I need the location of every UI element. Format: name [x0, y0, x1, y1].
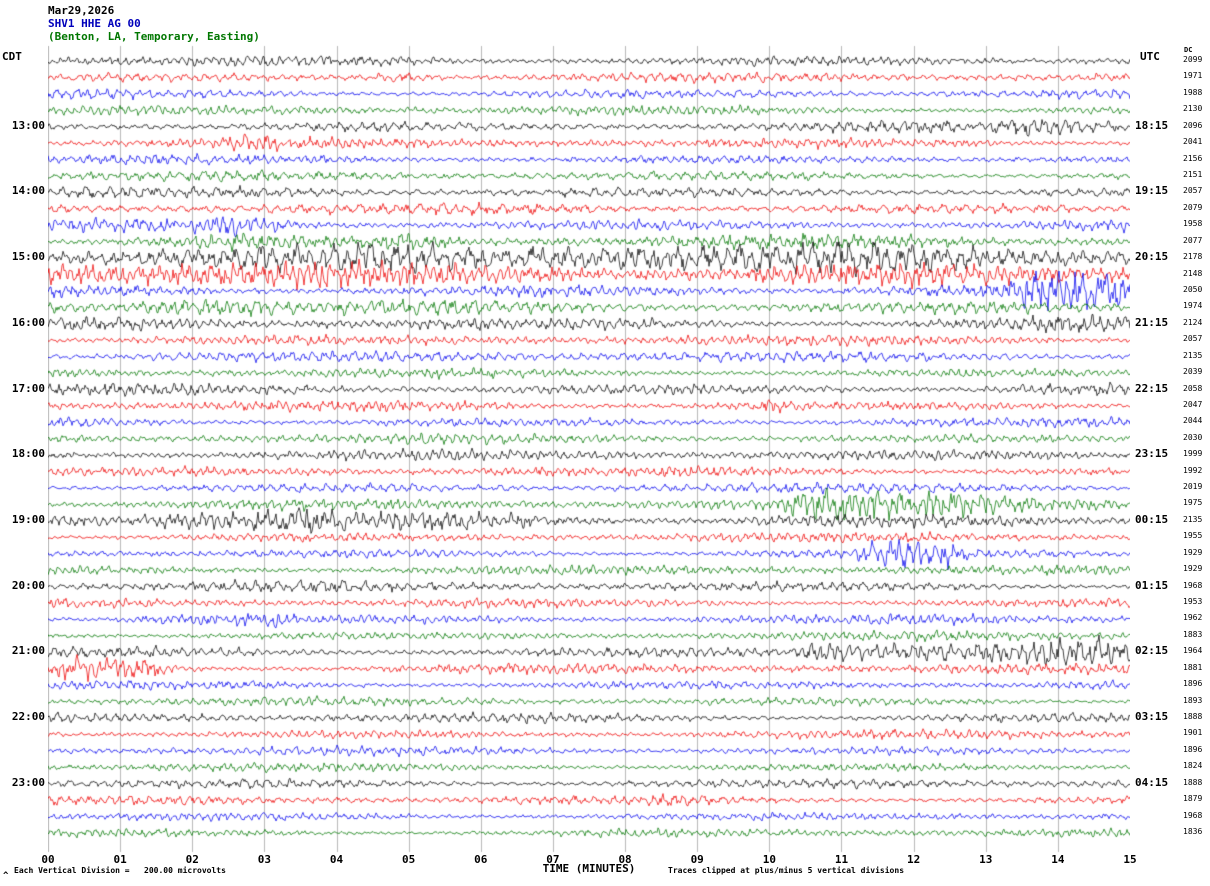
dc-value: 1888: [1183, 777, 1203, 787]
dc-value: 1929: [1183, 564, 1203, 574]
x-tick-label: 06: [474, 853, 488, 866]
right-time-label: 18:15: [1135, 118, 1169, 132]
x-tick-label: 15: [1123, 853, 1137, 866]
x-tick-label: 05: [402, 853, 416, 866]
dc-value: 2156: [1183, 153, 1203, 163]
x-axis-title: TIME (MINUTES): [542, 862, 636, 875]
dc-value: 1955: [1183, 531, 1203, 541]
x-tick-label: 13: [979, 853, 993, 866]
dc-value: 1971: [1183, 71, 1203, 81]
dc-value: 2019: [1183, 482, 1203, 492]
dc-column-label: DC: [1184, 46, 1193, 54]
dc-value: 1974: [1183, 301, 1203, 311]
dc-value: 2151: [1183, 169, 1203, 179]
right-time-label: 02:15: [1135, 644, 1169, 658]
right-time-label: 20:15: [1135, 250, 1169, 264]
dc-value: 2130: [1183, 104, 1203, 114]
left-time-label: 19:00: [11, 512, 45, 526]
dc-value: 2135: [1183, 514, 1203, 524]
left-time-label: 13:00: [11, 118, 45, 132]
dc-value: 2047: [1183, 399, 1203, 409]
dc-value: 2050: [1183, 284, 1203, 294]
x-tick-label: 07: [546, 853, 560, 866]
dc-value: 2041: [1183, 137, 1203, 147]
dc-value: 2058: [1183, 383, 1203, 393]
dc-value: 2039: [1183, 367, 1203, 377]
right-timezone-label: UTC: [1140, 50, 1160, 63]
right-time-label: 22:15: [1135, 381, 1169, 395]
dc-value: 1896: [1183, 744, 1203, 754]
dc-value: 2096: [1183, 120, 1203, 130]
x-tick-label: 08: [618, 853, 632, 866]
seismogram-canvas: [48, 44, 1130, 856]
dc-value: 1953: [1183, 597, 1203, 607]
dc-value: 1879: [1183, 794, 1203, 804]
dc-value: 2099: [1183, 55, 1203, 64]
dc-value: 1896: [1183, 679, 1203, 689]
left-time-label: 20:00: [11, 578, 45, 592]
dc-value: 2124: [1183, 317, 1203, 327]
x-tick-label: 14: [1051, 853, 1065, 866]
date-label: Mar29,2026: [48, 4, 115, 17]
left-time-label: 14:00: [11, 184, 45, 198]
x-tick-label: 11: [834, 853, 849, 866]
dc-value: 2148: [1183, 268, 1203, 278]
x-tick-label: 09: [690, 853, 704, 866]
dc-value: 1901: [1183, 728, 1203, 738]
location-label: (Benton, LA, Temporary, Easting): [48, 30, 260, 43]
left-time-label: 23:00: [11, 775, 45, 789]
dc-value: 1988: [1183, 87, 1203, 97]
left-time-label: 18:00: [11, 447, 45, 461]
dc-value: 2030: [1183, 432, 1203, 442]
right-time-label: 01:15: [1135, 578, 1169, 592]
x-tick-label: 00: [41, 853, 55, 866]
dc-value: 1883: [1183, 629, 1203, 639]
dc-value: 1999: [1183, 449, 1203, 459]
clip-note: Traces clipped at plus/minus 5 vertical …: [668, 866, 905, 875]
dc-value: 1992: [1183, 465, 1203, 475]
dc-value: 2057: [1183, 334, 1203, 344]
dc-value: 2044: [1183, 416, 1203, 426]
x-tick-label: 01: [113, 853, 127, 866]
x-tick-label: 03: [257, 853, 272, 866]
left-time-label: 17:00: [11, 381, 45, 395]
dc-value: 2178: [1183, 252, 1203, 262]
right-time-label: 19:15: [1135, 184, 1169, 198]
dc-value: 1958: [1183, 219, 1203, 229]
x-tick-label: 10: [762, 853, 776, 866]
dc-value: 1968: [1183, 580, 1203, 590]
dc-value: 2077: [1183, 235, 1203, 245]
x-tick-label: 02: [185, 853, 199, 866]
x-tick-label: 12: [906, 853, 921, 866]
dc-value: 1962: [1183, 613, 1203, 623]
dc-value: 2135: [1183, 350, 1203, 360]
right-time-label: 03:15: [1135, 710, 1169, 723]
corner-mark: ^: [3, 871, 9, 881]
left-time-label: 21:00: [11, 644, 45, 658]
dc-value: 2057: [1183, 186, 1203, 196]
left-time-label: 16:00: [11, 315, 45, 329]
dc-value: 1964: [1183, 646, 1203, 656]
dc-value: 1881: [1183, 662, 1203, 672]
dc-value: 1824: [1183, 761, 1203, 771]
right-time-label: 00:15: [1135, 512, 1169, 526]
right-time-label: 04:15: [1135, 775, 1169, 789]
dc-value: 1888: [1183, 712, 1203, 721]
left-time-label: 15:00: [11, 250, 45, 264]
left-timezone-label: CDT: [2, 50, 22, 63]
right-time-label: 23:15: [1135, 447, 1169, 461]
dc-value: 1893: [1183, 695, 1203, 705]
dc-value: 1836: [1183, 826, 1203, 836]
dc-value: 2079: [1183, 202, 1203, 212]
station-label: SHV1 HHE AG 00: [48, 17, 141, 30]
scale-note: Each Vertical Division = 200.00 microvol…: [14, 866, 226, 875]
dc-value: 1968: [1183, 810, 1203, 820]
left-time-label: 22:00: [11, 710, 45, 723]
dc-value: 1975: [1183, 498, 1203, 508]
dc-value: 1929: [1183, 547, 1203, 557]
x-tick-label: 04: [329, 853, 344, 866]
right-time-label: 21:15: [1135, 315, 1169, 329]
